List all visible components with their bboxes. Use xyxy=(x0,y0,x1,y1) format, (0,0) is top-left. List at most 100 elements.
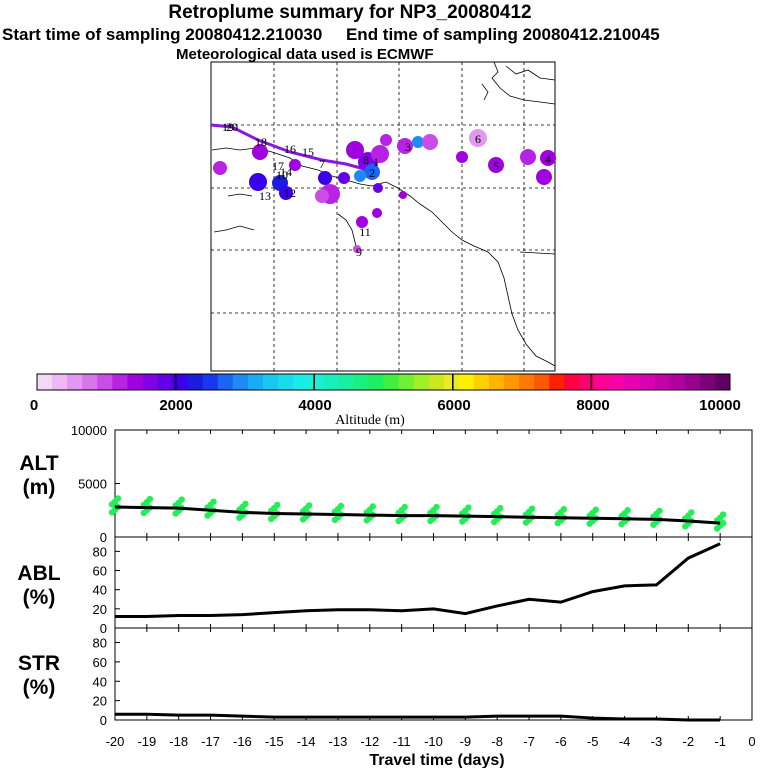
xtick-label: -13 xyxy=(329,734,348,749)
travel-time-axis: -20 -19 -18 -17 -16 -15 -14 -13 -12 -11 -10 -9 -8 -7-… xyxy=(106,734,756,768)
panel-ylabel-unit: (%) xyxy=(23,676,56,699)
plume-cluster-marker xyxy=(399,191,407,199)
xtick-label: -7 xyxy=(523,734,535,749)
colorbar-tick-label: 0 xyxy=(30,397,38,414)
plume-day-label: 14 xyxy=(280,165,292,179)
particle-altitude-point xyxy=(114,495,122,502)
colorbar-swatch xyxy=(157,374,174,390)
colorbar-swatch xyxy=(564,374,580,390)
colorbar-swatch xyxy=(323,374,339,390)
plume-day-label: 3 xyxy=(405,140,411,154)
particle-altitude-point xyxy=(656,507,663,514)
particle-altitude-point xyxy=(624,507,631,514)
map-frame xyxy=(210,61,556,372)
colorbar-swatch xyxy=(172,374,189,390)
series-line-str xyxy=(115,712,721,722)
plume-day-label: 11 xyxy=(359,225,371,239)
colorbar-swatch xyxy=(293,374,309,390)
particle-altitude-point xyxy=(719,519,727,527)
xtick-label: -8 xyxy=(491,734,503,749)
plume-cluster-marker xyxy=(353,245,361,253)
xtick-label: 0 xyxy=(748,734,755,749)
plume-day-label: 2 xyxy=(369,166,375,180)
xtick-label: -14 xyxy=(297,734,316,749)
panel-ylabel-name: ALT xyxy=(19,452,58,475)
colorbar-swatch xyxy=(519,374,535,390)
particle-altitude-point xyxy=(369,503,376,510)
plume-day-label: 12 xyxy=(284,186,296,200)
plume-cluster-marker xyxy=(536,169,552,185)
plume-day-label: 17 xyxy=(272,159,284,173)
colorbar-swatch xyxy=(714,374,731,390)
colorbar-swatch xyxy=(67,374,83,390)
series-line-alt xyxy=(114,505,721,525)
colorbar-swatch xyxy=(82,374,98,390)
colorbar-swatch xyxy=(278,374,294,390)
plume-cluster-marker xyxy=(356,216,368,228)
particle-altitude-point xyxy=(465,504,472,511)
plume-cluster-marker xyxy=(315,189,329,203)
colorbar-swatch xyxy=(654,374,671,390)
particle-altitude-point xyxy=(688,509,695,516)
plume-cluster-marker xyxy=(412,136,424,148)
xtick-label: -6 xyxy=(555,734,567,749)
colorbar-swatch xyxy=(383,374,400,390)
plume-centroid-track xyxy=(210,123,369,172)
colorbar-swatch xyxy=(187,374,204,390)
plume-cluster-marker xyxy=(372,208,382,218)
timeseries-panels: ALT(m)1000050000ABL(%)806040200STR(%)806… xyxy=(17,423,753,728)
colorbar-swatch xyxy=(458,374,475,390)
ytick-label: 40 xyxy=(93,583,107,598)
coastline xyxy=(211,61,556,367)
colorbar-swatch xyxy=(112,374,128,390)
panel-ylabel-unit: (m) xyxy=(23,476,56,499)
colorbar-swatch xyxy=(549,374,565,390)
particle-altitude-point xyxy=(401,503,408,511)
xtick-label: -17 xyxy=(201,734,220,749)
colorbar-swatch xyxy=(262,374,279,390)
plume-cluster-marker xyxy=(252,144,268,160)
particle-altitude-point xyxy=(497,504,504,512)
plume-cluster-marker xyxy=(346,141,364,159)
plume-day-label: 6 xyxy=(475,132,481,146)
colorbar-swatch xyxy=(338,374,354,390)
xtick-label: -3 xyxy=(651,734,663,749)
plume-cluster-marker xyxy=(380,134,392,146)
colorbar-swatch xyxy=(669,374,686,390)
panel-abl: ABL(%) 80 60 40 20 0 xyxy=(17,536,753,636)
plume-cluster-marker xyxy=(289,159,301,171)
colorbar-swatch xyxy=(353,374,369,390)
colorbar-swatch xyxy=(202,374,219,390)
colorbar-tick-label: 4000 xyxy=(298,397,331,414)
plume-day-label: 20 xyxy=(226,120,238,134)
plume-cluster-marker xyxy=(279,186,293,200)
colorbar-swatch xyxy=(398,374,415,390)
panel-ylabel-name: STR xyxy=(18,652,60,675)
particle-altitude-point xyxy=(305,502,313,509)
colorbar-swatch xyxy=(488,374,505,390)
plume-cluster-marker xyxy=(540,150,556,166)
colorbar-tick-label: 10000 xyxy=(699,397,741,414)
colorbar-tick-label: 2000 xyxy=(159,397,192,414)
plume-day-label: 9 xyxy=(356,245,362,259)
xtick-label: -10 xyxy=(424,734,443,749)
colorbar-swatch xyxy=(413,374,430,390)
xtick-label: -20 xyxy=(106,734,125,749)
plume-cluster-marker xyxy=(397,138,413,154)
panel-str: STR(%) 80 60 40 20 0 xyxy=(18,627,753,728)
particle-altitude-point xyxy=(337,502,345,510)
xtick-label: -18 xyxy=(169,734,188,749)
particle-altitude-point xyxy=(592,506,599,513)
particle-altitude-point xyxy=(274,501,281,509)
particle-altitude-point xyxy=(146,495,154,503)
ytick-label: 20 xyxy=(93,602,107,617)
end-time-label: End time of sampling 20080412.210045 xyxy=(345,25,660,44)
xtick-label: -12 xyxy=(360,734,379,749)
plume-day-label: 15 xyxy=(302,145,314,159)
plume-day-label: 4 xyxy=(545,152,551,166)
plume-cluster-marker xyxy=(213,161,227,175)
met-data-label: Meteorological data used is ECMWF xyxy=(176,46,434,63)
